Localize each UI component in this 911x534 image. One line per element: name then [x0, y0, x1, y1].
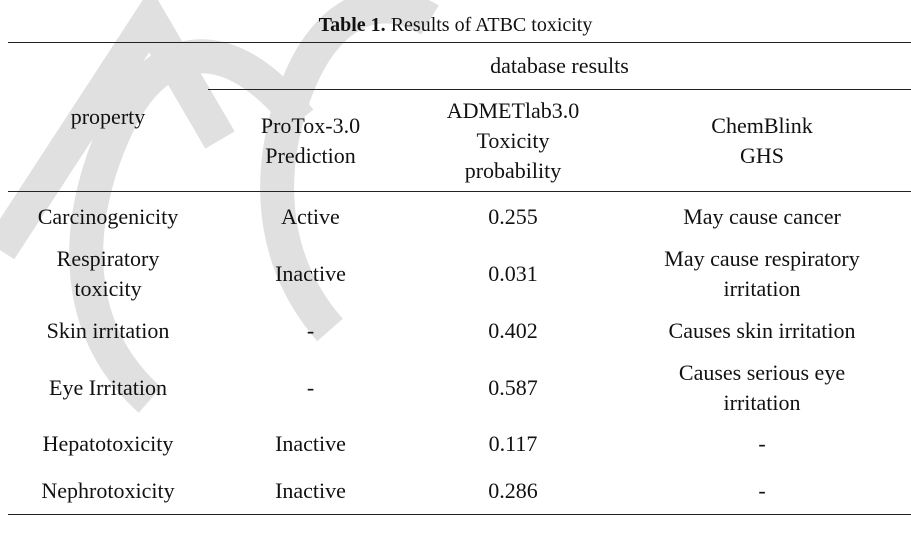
cell-property: Respiratory toxicity: [56, 245, 160, 301]
caption-text: Results of ATBC toxicity: [385, 14, 593, 36]
cell-admet: 0.286: [413, 468, 613, 515]
cell-ghs: -: [758, 430, 766, 456]
cell-ghs: May cause cancer: [683, 204, 841, 230]
cell-admet: 0.402: [488, 318, 538, 343]
cell-property: Carcinogenicity: [37, 204, 179, 230]
table-row: Nephrotoxicity Inactive 0.286-: [8, 468, 911, 515]
cell-ghs: Causes skin irritation: [668, 318, 856, 343]
cell-property: Hepatotoxicity: [42, 430, 174, 456]
table-row: Eye Irritation - 0.587 Causes serious eye i…: [8, 358, 911, 419]
cell-ghs: -: [613, 468, 911, 515]
cell-protox: Inactive: [275, 430, 346, 456]
table-row: Carcinogenicity Active 0.255 May cause canc…: [8, 192, 911, 243]
cell-property: Skin irritation: [46, 318, 170, 343]
cell-admet: 0.255: [488, 204, 538, 230]
header-ghs: ChemBlink GHS: [613, 89, 911, 192]
cell-ghs: May cause respiratory irritation: [664, 245, 860, 301]
caption-label: Table 1.: [318, 14, 386, 36]
toxicity-table: property database results ProTox-3.0 Pre…: [8, 42, 911, 515]
table-row: Respiratory toxicity Inactive 0.031 May cau…: [8, 243, 911, 305]
table-row: Skin irritation - 0.402 Causes skin irritat…: [8, 305, 911, 358]
header-protox: ProTox-3.0 Prediction: [208, 89, 413, 192]
cell-protox: Inactive: [275, 260, 346, 286]
cell-ghs: Causes serious eye irritation: [678, 360, 846, 415]
cell-admet: 0.587: [488, 375, 538, 400]
cell-protox: Inactive: [208, 468, 413, 515]
header-group: database results: [208, 42, 911, 90]
header-admet: ADMETlab3.0 Toxicity probability: [413, 89, 613, 192]
cell-admet: 0.117: [488, 430, 538, 456]
cell-admet: 0.031: [488, 260, 538, 286]
cell-protox: -: [306, 318, 315, 343]
table-row: Hepatotoxicity Inactive 0.117 -: [8, 419, 911, 469]
table-caption: Table 1. Results of ATBC toxicity: [0, 12, 911, 38]
cell-protox: Active: [281, 204, 340, 230]
cell-property: Nephrotoxicity: [8, 468, 208, 515]
header-property: property: [8, 42, 208, 192]
cell-property: Eye Irritation: [49, 375, 167, 400]
cell-protox: -: [306, 375, 315, 400]
